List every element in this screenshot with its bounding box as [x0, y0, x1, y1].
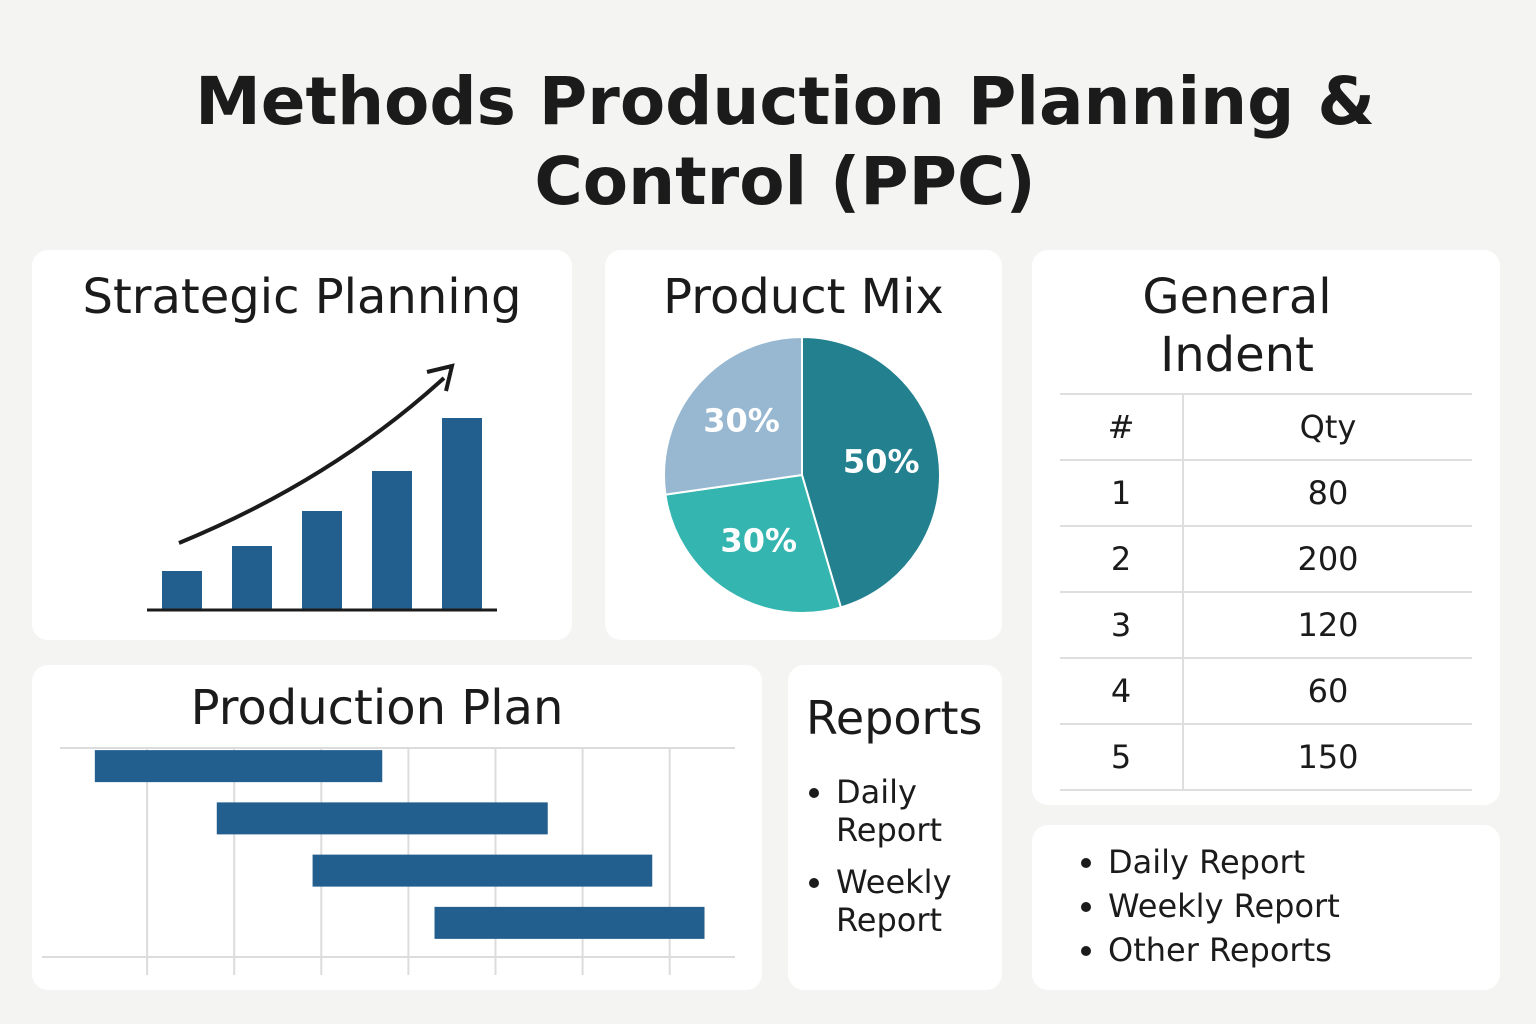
table-cell: 60 — [1183, 658, 1472, 725]
table-row: 3 120 — [1060, 592, 1472, 659]
slice-label: 50% — [843, 443, 920, 481]
table-row: 4 60 — [1060, 658, 1472, 725]
gantt-bar — [216, 802, 548, 835]
reports-panel: Reports Daily Report Weekly Report — [788, 665, 1002, 990]
slice-label: 30% — [720, 521, 797, 559]
page-title: Methods Production Planning & Control (P… — [195, 63, 1375, 220]
panel-title: General Indent — [1142, 269, 1332, 383]
bar-chart — [147, 363, 497, 612]
bar — [372, 471, 412, 610]
report-item: Other Reports — [1108, 931, 1508, 969]
table-cell: 150 — [1183, 724, 1472, 791]
bar — [162, 571, 202, 610]
strategic-planning-panel: Strategic Planning — [32, 250, 572, 640]
table-cell: 5 — [1060, 724, 1184, 791]
reports-list: Daily Report Weekly Report — [806, 773, 986, 953]
table-cell: 1 — [1060, 460, 1184, 527]
report-list: Daily Report Weekly Report Other Reports — [1080, 843, 1508, 975]
panel-title: Production Plan — [190, 680, 564, 736]
report-item: Weekly Report — [836, 863, 986, 939]
bar — [232, 546, 272, 610]
indent-table: # Qty 1 80 2 200 3 120 4 60 5 150 — [1060, 393, 1472, 791]
production-plan-panel: Production Plan — [32, 665, 762, 990]
table-cell: 4 — [1060, 658, 1184, 725]
table-row: 5 150 — [1060, 724, 1472, 791]
table-cell: 200 — [1183, 526, 1472, 593]
pie-slice — [664, 473, 843, 614]
report-item: Daily Report — [1108, 843, 1508, 881]
trend-arrow — [178, 376, 446, 545]
bar — [302, 511, 342, 610]
table-cell: 3 — [1060, 592, 1184, 659]
pie-chart: 50% 30% 30% — [663, 335, 941, 614]
table-cell: 120 — [1183, 592, 1472, 659]
report-item: Weekly Report — [1108, 887, 1508, 925]
pie-slice — [801, 335, 941, 609]
header-cell: # — [1060, 393, 1184, 461]
gantt-bar — [94, 750, 383, 783]
gantt-chart — [42, 747, 735, 975]
panel-title: Product Mix — [663, 269, 944, 325]
gantt-bar — [434, 906, 705, 939]
table-cell: 80 — [1183, 460, 1472, 527]
product-mix-panel: 50% 30% 30% Product Mix — [605, 250, 1002, 640]
table-body: 1 80 2 200 3 120 4 60 5 150 — [1060, 460, 1472, 791]
slice-label: 30% — [703, 402, 780, 440]
header-cell: Qty — [1183, 393, 1472, 461]
bar — [442, 418, 482, 610]
table-row: 1 80 — [1060, 460, 1472, 527]
report-list-panel: Daily ReportWeekly ReportOther Reports — [1032, 825, 1500, 990]
panel-title: Strategic Planning — [82, 269, 522, 325]
panel-title: Reports — [806, 691, 983, 745]
table-row: 2 200 — [1060, 526, 1472, 593]
pie-slice — [663, 335, 803, 496]
table-cell: 2 — [1060, 526, 1184, 593]
header-row: # Qty — [1060, 393, 1472, 461]
gantt-bar — [312, 854, 653, 887]
general-indent-panel: General Indent # Qty 1 80 2 200 3 120 4 60 5 150 — [1032, 250, 1500, 805]
report-item: Daily Report — [836, 773, 986, 849]
arrow-head — [426, 363, 455, 392]
